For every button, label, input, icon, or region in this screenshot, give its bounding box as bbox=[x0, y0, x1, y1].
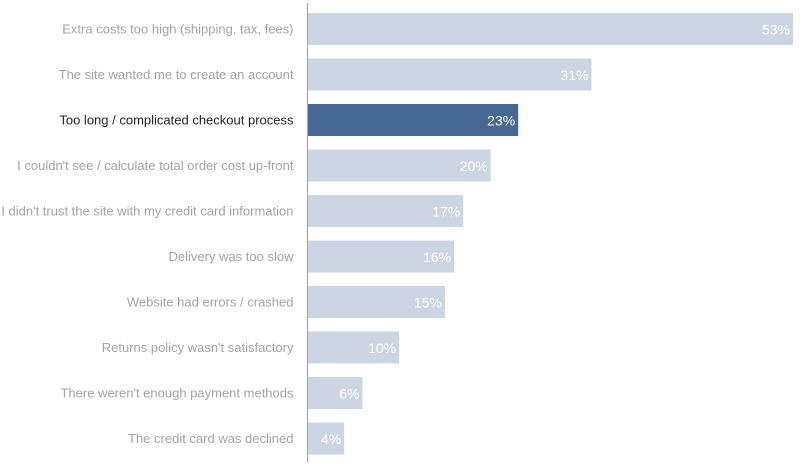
category-label-8: Returns policy wasn't satisfactory bbox=[102, 340, 294, 355]
bar-4 bbox=[307, 149, 491, 182]
bar-8 bbox=[307, 331, 400, 364]
bar-6 bbox=[307, 240, 455, 273]
value-label-1: 53% bbox=[762, 22, 790, 38]
value-label-3: 23% bbox=[487, 113, 515, 129]
value-label-9: 6% bbox=[339, 386, 359, 402]
bar-9 bbox=[307, 377, 363, 409]
value-label-7: 15% bbox=[414, 295, 442, 311]
bar-7 bbox=[307, 286, 445, 318]
bar-3 bbox=[307, 104, 519, 136]
category-label-2: The site wanted me to create an account bbox=[59, 67, 294, 82]
category-label-1: Extra costs too high (shipping, tax, fee… bbox=[62, 22, 293, 37]
bars-layer bbox=[307, 13, 793, 455]
value-label-4: 20% bbox=[460, 158, 488, 174]
bar-2 bbox=[307, 58, 592, 91]
category-label-7: Website had errors / crashed bbox=[127, 295, 294, 310]
value-label-6: 16% bbox=[423, 249, 451, 265]
bar-10 bbox=[307, 422, 345, 455]
category-label-4: I couldn't see / calculate total order c… bbox=[17, 158, 294, 173]
bar-5 bbox=[307, 195, 464, 227]
category-label-9: There weren't enough payment methods bbox=[60, 386, 294, 401]
category-labels-layer: Extra costs too high (shipping, tax, fee… bbox=[1, 22, 294, 447]
category-label-10: The credit card was declined bbox=[128, 431, 293, 446]
category-label-6: Delivery was too slow bbox=[169, 249, 295, 264]
category-label-5: I didn't trust the site with my credit c… bbox=[1, 204, 293, 219]
value-label-2: 31% bbox=[560, 67, 588, 83]
category-label-3: Too long / complicated checkout process bbox=[59, 113, 294, 128]
value-labels-layer: 53% 31% 23% 20% 17% 16% 15% 10% 6% 4% bbox=[321, 22, 790, 448]
value-label-8: 10% bbox=[368, 340, 396, 356]
value-label-5: 17% bbox=[432, 204, 460, 220]
bar-1 bbox=[307, 13, 793, 45]
value-label-10: 4% bbox=[321, 431, 341, 447]
